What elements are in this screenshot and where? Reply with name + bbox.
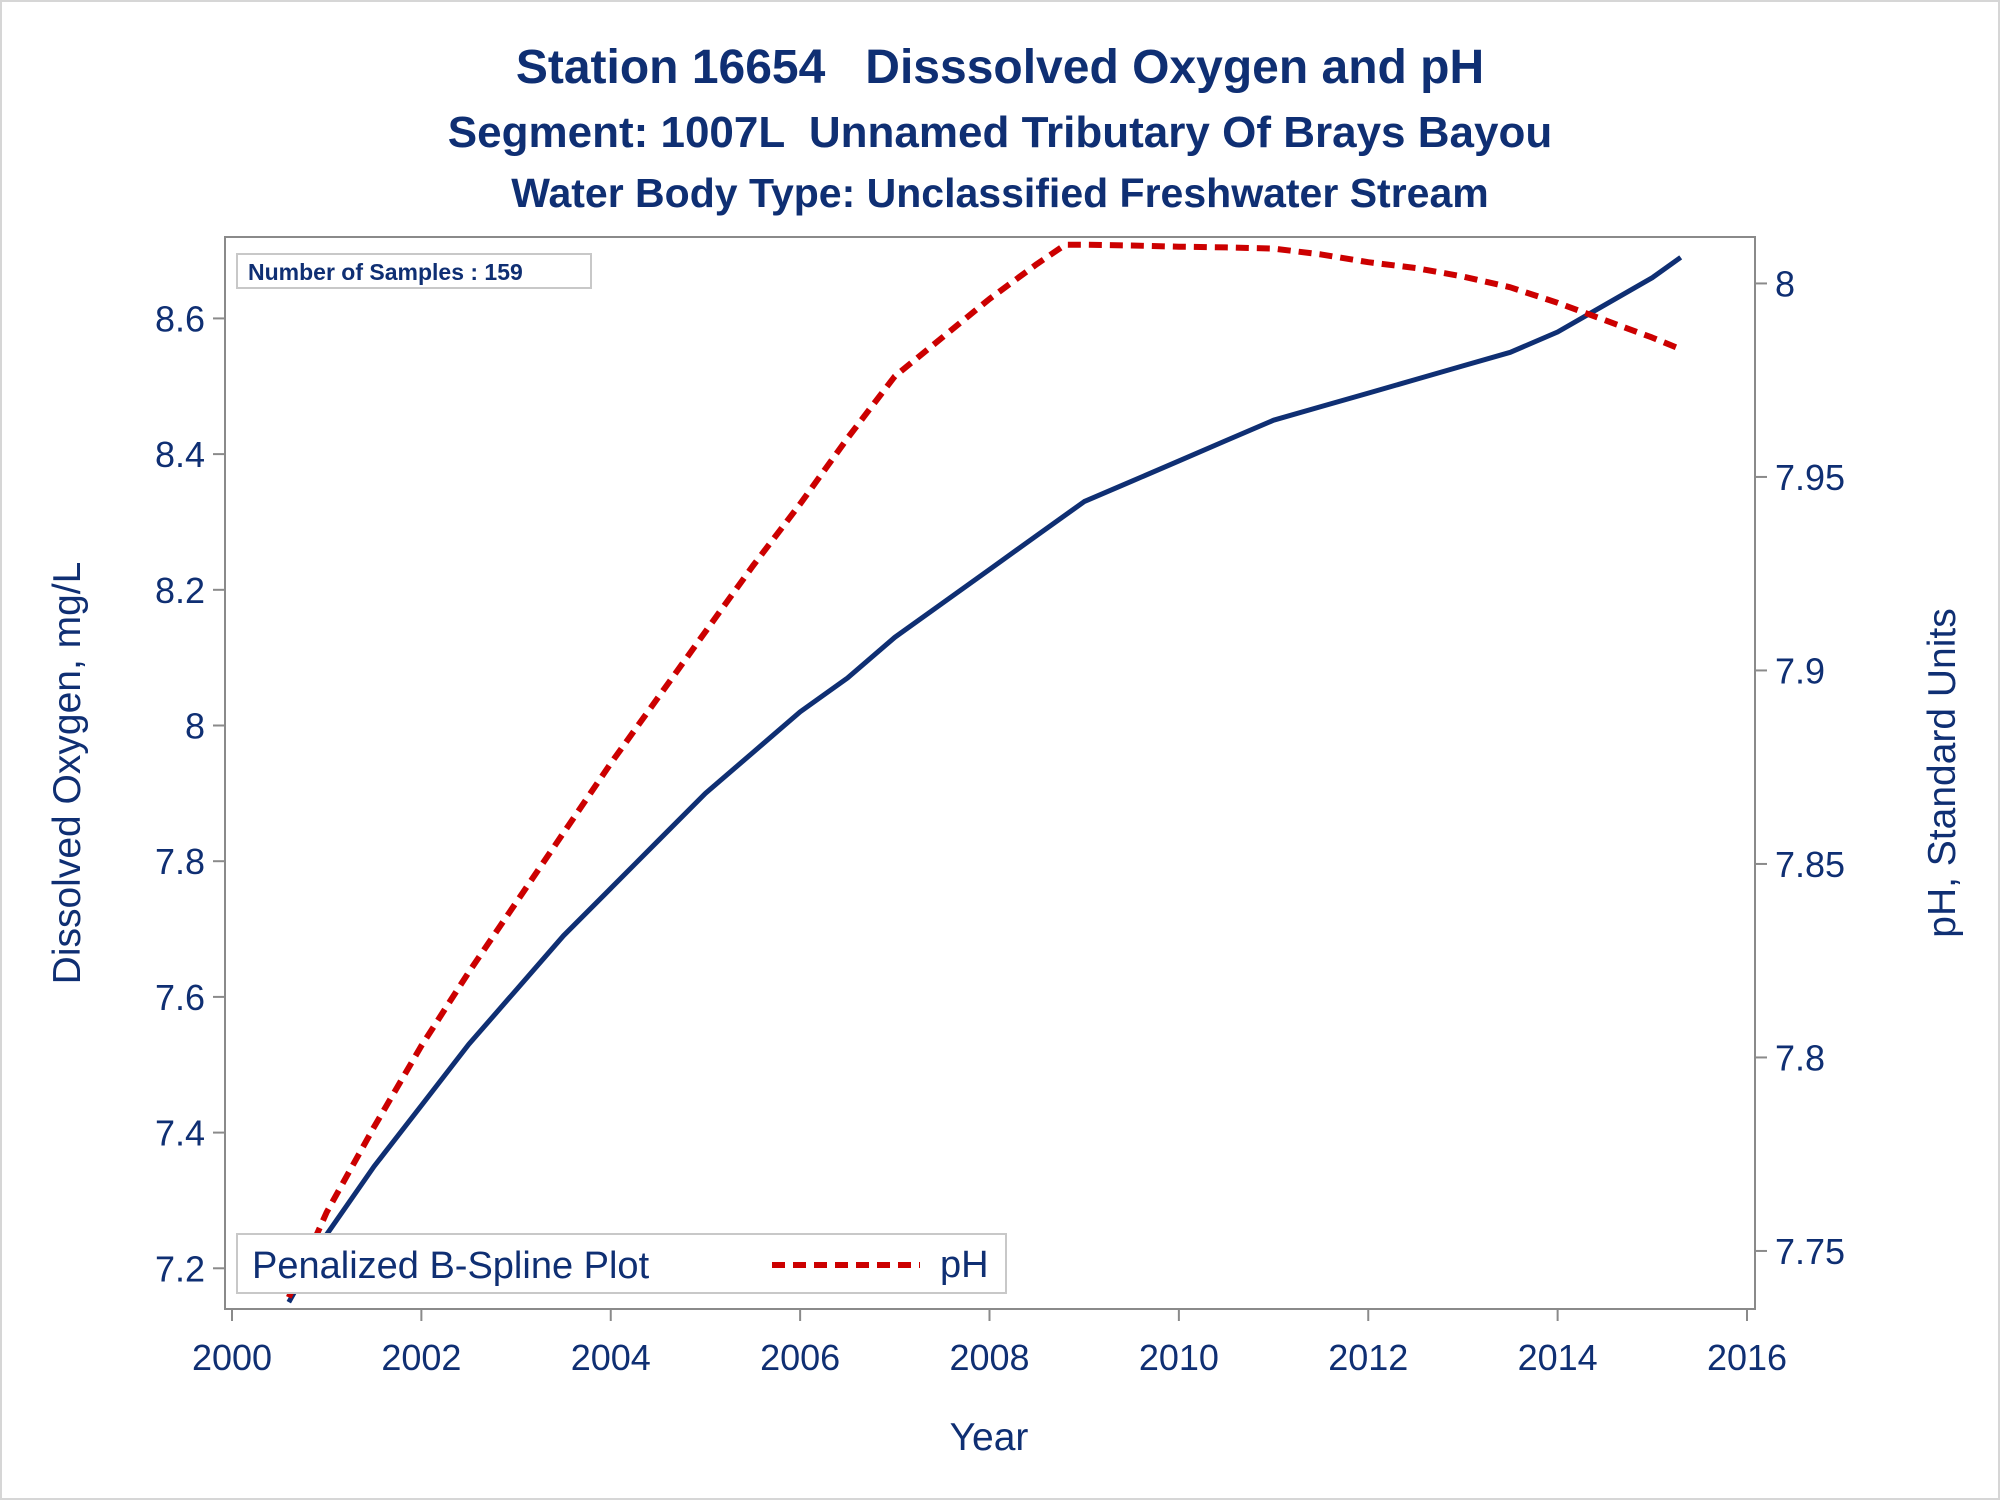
x-tick-label-2010: 2010 — [1139, 1337, 1219, 1378]
x-tick-label-2016: 2016 — [1707, 1337, 1787, 1378]
x-tick-label-2006: 2006 — [760, 1337, 840, 1378]
chart-subtitle-water-body: Water Body Type: Unclassified Freshwater… — [511, 170, 1489, 216]
legend-title: Penalized B-Spline Plot — [252, 1245, 650, 1287]
series-line-do — [286, 255, 1683, 1304]
sample-count-text: Number of Samples : 159 — [248, 259, 523, 285]
y-right-tick-label: 7.9 — [1775, 650, 1825, 691]
y-axis-left-label: Dissolved Oxygen, mg/L — [46, 562, 89, 985]
y-left-tick-label: 8.6 — [155, 298, 205, 339]
series-line-ph — [286, 241, 1682, 1299]
y-axis-right: 7.75 7.8 7.85 7.9 7.95 8 — [1755, 263, 1845, 1272]
y-left-tick-label: 7.2 — [155, 1248, 205, 1289]
y-left-tick-label: 7.4 — [155, 1113, 205, 1154]
x-tick-label-2002: 2002 — [381, 1337, 461, 1378]
y-axis-right-label: pH, Standard Units — [1921, 608, 1964, 938]
y-right-tick-label: 7.8 — [1775, 1037, 1825, 1078]
y-left-tick-label: 8 — [185, 706, 205, 747]
legend-ph-label: pH — [940, 1244, 989, 1286]
y-right-tick-label: 7.95 — [1775, 457, 1845, 498]
sample-count-box — [236, 253, 592, 289]
chart-subtitle-segment: Segment: 1007L Unnamed Tributary Of Bray… — [447, 108, 1553, 157]
legend: Penalized B-Spline Plot pH — [236, 1233, 1007, 1294]
x-tick-label-2004: 2004 — [571, 1337, 651, 1378]
x-tick-label-2012: 2012 — [1328, 1337, 1408, 1378]
chart-title: Station 16654 Disssolved Oxygen and pH — [515, 41, 1485, 94]
y-right-tick-label: 8 — [1775, 263, 1795, 304]
y-right-tick-label: 7.85 — [1775, 844, 1845, 885]
sample-count-inset: Number of Samples : 159 — [236, 253, 592, 289]
x-axis-label: Year — [950, 1416, 1029, 1459]
x-tick-label-2008: 2008 — [949, 1337, 1029, 1378]
y-left-tick-label: 7.8 — [155, 841, 205, 882]
y-left-tick-label: 8.4 — [155, 434, 205, 475]
x-axis: 2000 2002 2004 2006 2008 2010 2012 2014 2016 — [192, 1308, 1787, 1378]
y-right-tick-label: 7.75 — [1775, 1231, 1845, 1272]
y-axis-left: 7.2 7.4 7.6 7.8 8 8.2 8.4 8.6 — [155, 298, 225, 1289]
y-left-tick-label: 7.6 — [155, 977, 205, 1018]
series-layer — [286, 241, 1683, 1304]
x-tick-label-2014: 2014 — [1518, 1337, 1598, 1378]
y-left-tick-label: 8.2 — [155, 570, 205, 611]
x-tick-label-2000: 2000 — [192, 1337, 272, 1378]
plot-area-frame — [224, 236, 1756, 1310]
